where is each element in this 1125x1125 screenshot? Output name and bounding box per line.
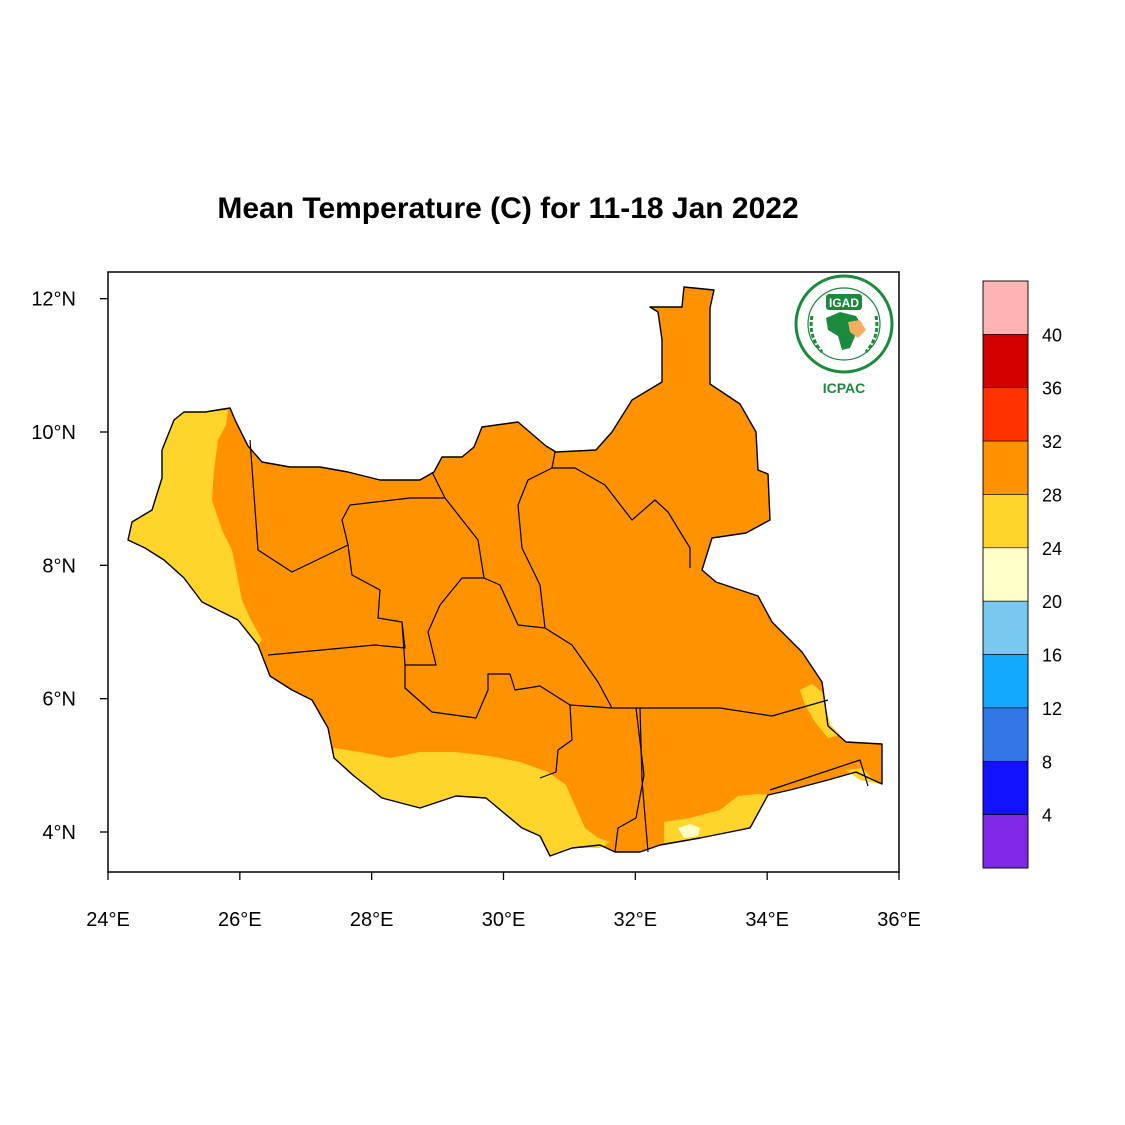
legend-swatch-6 [982, 600, 1029, 655]
x-tick-label-2: 28°E [350, 909, 394, 931]
legend-swatch-9 [982, 760, 1029, 815]
x-tick-label-5: 34°E [745, 909, 789, 931]
y-tick-label-3: 10°N [31, 422, 76, 444]
x-tick-label-4: 32°E [614, 909, 658, 931]
legend-label-6: 16 [1042, 646, 1062, 666]
legend-swatch-5 [982, 547, 1029, 602]
legend-label-8: 8 [1042, 752, 1052, 772]
legend-label-5: 20 [1042, 592, 1062, 612]
x-tick-label-1: 26°E [218, 909, 262, 931]
boundary-north-central [551, 451, 691, 568]
y-tick-label-0: 4°N [42, 822, 76, 844]
legend-label-0: 40 [1042, 325, 1062, 345]
map-title: Mean Temperature (C) for 11-18 Jan 2022 [217, 192, 799, 225]
logo-laurel-left-icon [809, 315, 824, 353]
boundary-jonglei-west [517, 467, 553, 629]
boundary-central-west [401, 497, 485, 666]
legend-swatch-2 [982, 387, 1029, 442]
legend-frame [982, 280, 1029, 869]
temperature-class-20-24 [678, 824, 700, 838]
y-tick-label-1: 6°N [42, 689, 76, 711]
legend-label-2: 32 [1042, 432, 1062, 452]
legend-swatch-3 [982, 440, 1029, 495]
y-tick-label-4: 12°N [31, 289, 76, 311]
legend-swatch-7 [982, 654, 1029, 709]
legend-swatch-4 [982, 494, 1029, 549]
logo-caption: ICPAC [823, 380, 866, 396]
legend-swatch-10 [982, 814, 1029, 869]
x-axis: 24°E 26°E 28°E 30°E 32°E 34°E 36°E [86, 872, 921, 931]
temperature-class-24-28-east [800, 684, 840, 738]
boundary-equatoria-east [639, 707, 649, 853]
temperature-class-28-32 [128, 287, 882, 856]
boundary-far-east [769, 759, 869, 791]
y-axis: 4°N 6°N 8°N 10°N 12°N [31, 289, 108, 844]
x-tick-label-3: 30°E [482, 909, 526, 931]
legend-label-1: 36 [1042, 379, 1062, 399]
logo-emblem-text: IGAD [829, 296, 859, 310]
legend: 40 36 32 28 24 20 16 12 8 4 [982, 280, 1062, 869]
temperature-class-24-28-west [128, 410, 262, 645]
boundary-south-central [539, 704, 573, 779]
boundary-west-upper [249, 439, 446, 573]
temperature-class-24-28-south [334, 748, 610, 856]
legend-label-4: 24 [1042, 539, 1062, 559]
legend-swatch-1 [982, 334, 1029, 389]
boundary-west-middle [267, 544, 406, 656]
boundary-central-south [404, 665, 613, 719]
y-tick-label-2: 8°N [42, 555, 76, 577]
logo-horn-icon [848, 320, 866, 338]
x-tick-label-6: 36°E [877, 909, 921, 931]
legend-swatch-8 [982, 707, 1029, 762]
boundary-east [612, 699, 829, 717]
logo-banner [826, 294, 862, 310]
country-outline [127, 286, 883, 857]
legend-label-3: 28 [1042, 485, 1062, 505]
legend-label-9: 4 [1042, 806, 1052, 826]
legend-swatch-0 [982, 280, 1029, 335]
legend-label-7: 12 [1042, 699, 1062, 719]
igad-icpac-logo: IGAD ICPAC [794, 274, 894, 396]
state-boundaries [249, 439, 869, 853]
logo-laurel-right-icon [864, 315, 879, 353]
x-tick-label-0: 24°E [86, 909, 130, 931]
